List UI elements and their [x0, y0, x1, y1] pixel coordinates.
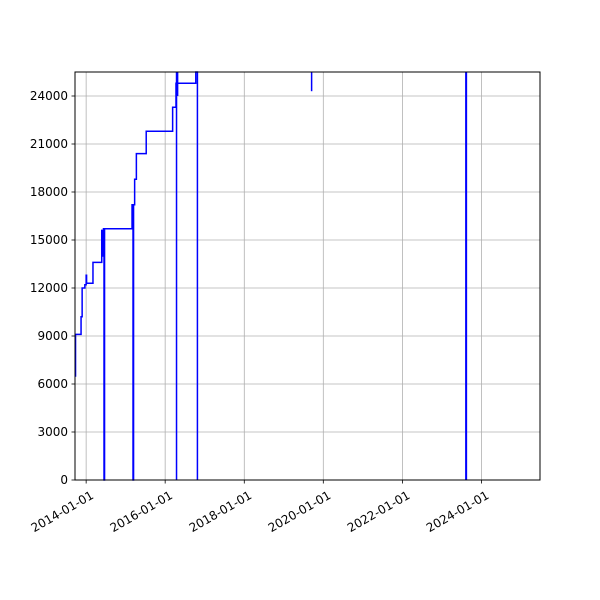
- plot-area: [74, 71, 468, 481]
- y-tick-label: 3000: [37, 425, 68, 439]
- x-tick-label: 2016-01-01: [108, 488, 175, 535]
- x-tick-label: 2022-01-01: [345, 488, 412, 535]
- y-tick-label: 6000: [37, 377, 68, 391]
- y-axis: 0 3000 6000 9000 12000 15000 18000 21000 24000: [30, 89, 75, 487]
- y-tick-label: 15000: [30, 233, 68, 247]
- y-tick-label: 12000: [30, 281, 68, 295]
- series-line: [74, 71, 199, 481]
- x-tick-label: 2024-01-01: [424, 488, 491, 535]
- x-tick-label: 2018-01-01: [187, 488, 254, 535]
- y-tick-label: 0: [60, 473, 68, 487]
- x-tick-label: 2014-01-01: [29, 488, 96, 535]
- grid: [75, 72, 540, 481]
- x-tick-label: 2020-01-01: [266, 488, 333, 535]
- x-axis: 2014-01-01 2016-01-01 2018-01-01 2020-01-01…: [29, 480, 491, 535]
- y-tick-label: 9000: [37, 329, 68, 343]
- plot-frame: [74, 71, 541, 481]
- y-tick-label: 24000: [30, 89, 68, 103]
- y-tick-label: 21000: [30, 137, 68, 151]
- y-tick-label: 18000: [30, 185, 68, 199]
